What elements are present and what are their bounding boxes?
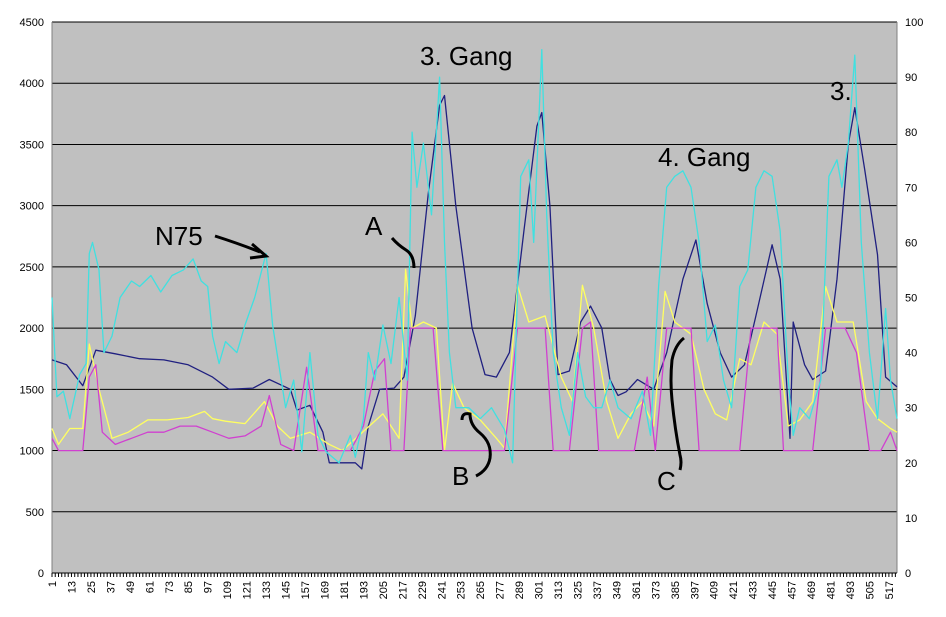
x-axis: 1 13 25 37 49 61 73 85 97 109 121 133 145 157 169 181 19…	[47, 572, 897, 599]
x-tick-label: 169	[319, 581, 331, 599]
x-tick-label: 133	[261, 581, 273, 599]
annotation-arrowhead-n75	[249, 242, 270, 260]
x-tick-label: 385	[670, 581, 682, 599]
y-tick-label-right: 40	[905, 348, 917, 360]
annotation-3-gang-1: 3. Gang	[420, 41, 513, 71]
x-tick-label: 373	[650, 581, 662, 599]
x-tick-label: 49	[125, 581, 137, 593]
annotation-4-gang: 4. Gang	[658, 142, 751, 172]
x-tick-label: 493	[845, 581, 857, 599]
y-tick-label-right: 90	[905, 72, 917, 84]
y-tick-label-left: 4000	[20, 78, 44, 90]
x-tick-label: 13	[66, 581, 78, 593]
x-tick-label: 337	[592, 581, 604, 599]
y-tick-label-right: 30	[905, 403, 917, 415]
x-tick-label: 193	[358, 581, 370, 599]
gridlines	[52, 21, 897, 574]
annotations: 3. Gang 3. 4. Gang N75 A B C	[155, 41, 852, 496]
series-line-4	[51, 48, 898, 464]
x-tick-label: 505	[864, 581, 876, 599]
x-tick-label: 301	[534, 581, 546, 599]
x-tick-label: 457	[787, 581, 799, 599]
x-tick-label: 517	[884, 581, 896, 599]
x-tick-label: 145	[281, 581, 293, 599]
annotation-c: C	[657, 466, 676, 496]
annotation-pointer-c	[669, 336, 685, 471]
x-tick-label: 397	[689, 581, 701, 599]
x-tick-label: 37	[105, 581, 117, 593]
y-tick-label-left: 3500	[20, 139, 44, 151]
y-tick-label-left: 2000	[20, 323, 44, 335]
annotation-b: B	[452, 461, 469, 491]
x-tick-label: 1	[47, 581, 59, 587]
x-tick-label: 445	[767, 581, 779, 599]
x-tick-label: 121	[242, 581, 254, 599]
x-tick-label: 97	[203, 581, 215, 593]
x-tick-label: 421	[728, 581, 740, 599]
x-tick-label: 109	[222, 581, 234, 599]
x-tick-label: 241	[436, 581, 448, 599]
plot-area	[52, 22, 897, 573]
x-tick-label: 481	[826, 581, 838, 599]
x-tick-label: 25	[86, 581, 98, 593]
annotation-n75: N75	[155, 221, 203, 251]
y-tick-label-left: 3000	[20, 201, 44, 213]
y-tick-label-left: 1000	[20, 446, 44, 458]
x-tick-label: 61	[144, 581, 156, 593]
series-lines	[51, 48, 898, 470]
annotation-a: A	[365, 211, 383, 241]
y-tick-label-right: 80	[905, 127, 917, 139]
annotation-pointer-b	[460, 412, 492, 478]
y-tick-label-left: 500	[26, 507, 44, 519]
x-tick-label: 349	[611, 581, 623, 599]
y-tick-label-right: 70	[905, 182, 917, 194]
series-line-1	[51, 94, 898, 470]
y-tick-label-left: 0	[38, 568, 44, 580]
y-tick-label-left: 1500	[20, 384, 44, 396]
x-tick-label: 469	[806, 581, 818, 599]
y-axis-right: 0 10 20 30 40 50 60 70 80 90 100	[896, 17, 923, 580]
x-tick-label: 433	[748, 581, 760, 599]
x-tick-label: 217	[397, 581, 409, 599]
y-tick-label-left: 4500	[20, 17, 44, 29]
y-tick-label-right: 60	[905, 237, 917, 249]
series-line-2	[51, 268, 898, 452]
x-tick-label: 325	[572, 581, 584, 599]
x-tick-label: 361	[631, 581, 643, 599]
x-tick-label: 181	[339, 581, 351, 599]
x-tick-label: 277	[495, 581, 507, 599]
x-tick-label: 409	[709, 581, 721, 599]
y-tick-label-left: 2500	[20, 262, 44, 274]
series-line-3	[51, 321, 898, 452]
annotation-arrow-n75	[214, 234, 261, 254]
y-tick-label-right: 10	[905, 513, 917, 525]
x-tick-label: 157	[300, 581, 312, 599]
y-tick-label-right: 100	[905, 17, 923, 29]
x-tick-label: 229	[417, 581, 429, 599]
x-tick-label: 85	[183, 581, 195, 593]
y-tick-label-right: 20	[905, 458, 917, 470]
x-tick-label: 265	[475, 581, 487, 599]
y-tick-label-right: 0	[905, 568, 911, 580]
annotation-pointer-a	[390, 237, 416, 269]
y-tick-label-right: 50	[905, 293, 917, 305]
x-tick-label: 313	[553, 581, 565, 599]
y-axis-left: 0 500 1000 1500 2000 2500 3000 3500 4000 4500	[20, 17, 53, 580]
annotation-3-gang-2: 3.	[830, 76, 852, 106]
x-tick-label: 73	[164, 581, 176, 593]
x-tick-label: 289	[514, 581, 526, 599]
x-tick-label: 205	[378, 581, 390, 599]
x-tick-label: 253	[456, 581, 468, 599]
